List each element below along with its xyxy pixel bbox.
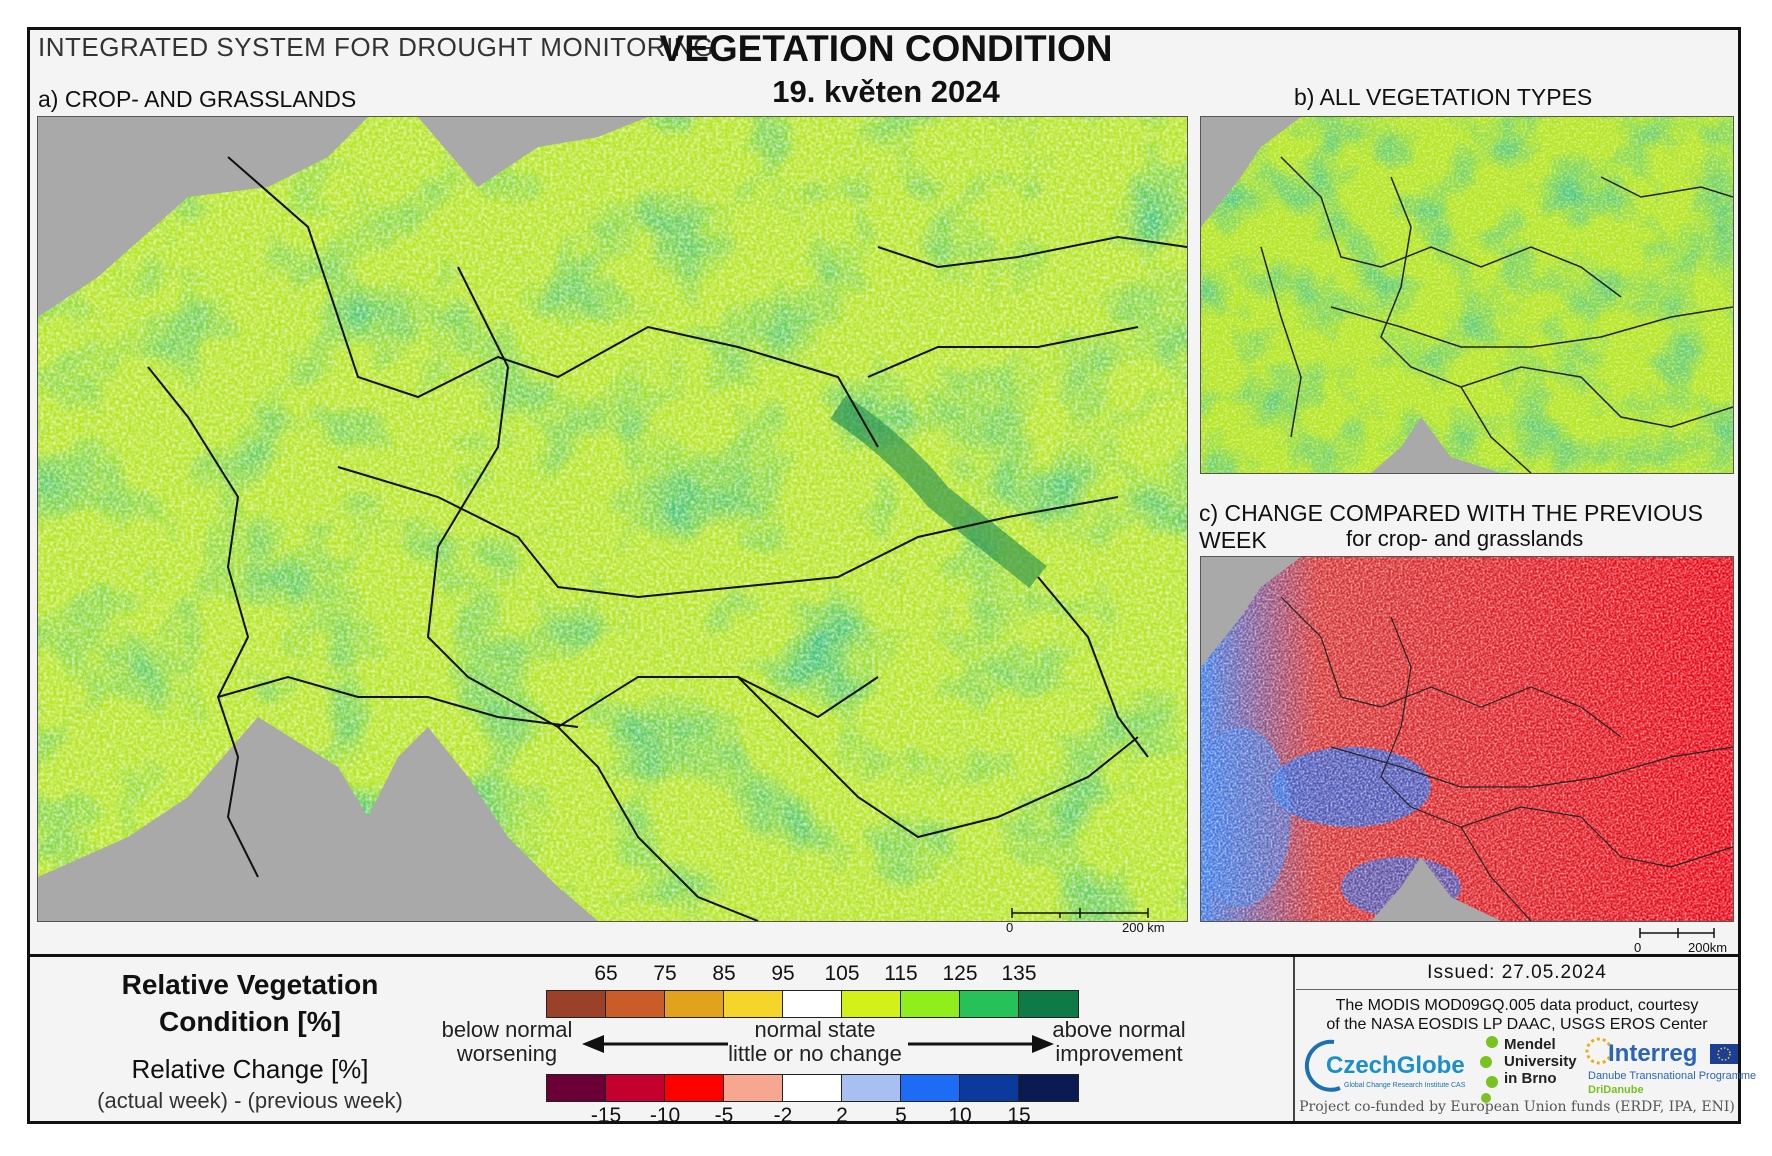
right-arrow-icon: [908, 1035, 1054, 1053]
issued-date: Issued: 27.05.2024: [1296, 957, 1738, 990]
rc-tick-label: -5: [714, 1104, 734, 1127]
rc-tick-label: 10: [948, 1104, 972, 1127]
rvc-title-line2: Condition [%]: [159, 1006, 341, 1037]
rvc-legend-title: Relative Vegetation Condition [%]: [90, 966, 410, 1040]
rc-swatch-6: [842, 1075, 901, 1101]
panel-c-sublabel: for crop- and grasslands: [1346, 526, 1584, 551]
above-line1: above normal: [1052, 1017, 1186, 1042]
rvc-tick-label: 95: [771, 962, 795, 985]
rc-tick-label: -10: [649, 1104, 681, 1127]
eu-flag-icon: [1710, 1044, 1738, 1064]
rvc-swatch-8: [960, 991, 1019, 1017]
scalebar-main-end: 200 km: [1122, 920, 1165, 935]
mendel-logo: Mendel University in Brno: [1478, 1034, 1588, 1104]
rvc-tick-label: 135: [1001, 962, 1037, 985]
rvc-swatch-6: [842, 991, 901, 1017]
normal-line1: normal state: [754, 1017, 876, 1042]
panel-c-svg: [1201, 557, 1733, 921]
czechglobe-subtitle: Global Change Research Institute CAS: [1344, 1082, 1466, 1089]
mendel-line3: in Brno: [1504, 1070, 1557, 1087]
below-line2: worsening: [456, 1041, 558, 1066]
rc-swatch-3: [665, 1075, 724, 1101]
rc-swatch-1: [547, 1075, 606, 1101]
rc-tick-label: 5: [895, 1104, 907, 1127]
map-title: VEGETATION CONDITION: [659, 28, 1113, 69]
credit-line1: The MODIS MOD09GQ.005 data product, cour…: [1335, 997, 1699, 1014]
normal-line2: little or no change: [728, 1041, 902, 1066]
rc-tick-label: -15: [590, 1104, 622, 1127]
rc-swatch-5: [783, 1075, 842, 1101]
below-line1: below normal: [441, 1017, 573, 1042]
rvc-swatch-1: [547, 991, 606, 1017]
rvc-tick-label: 115: [884, 962, 918, 985]
data-credit: The MODIS MOD09GQ.005 data product, cour…: [1296, 996, 1738, 1034]
panel-b-map: [1200, 116, 1734, 474]
rc-tick-label: -2: [773, 1104, 793, 1127]
rvc-tick-label: 105: [824, 962, 860, 985]
interreg-logo: Interreg Danube Transnational Programme …: [1584, 1036, 1756, 1102]
above-normal-text: above normal improvement: [1044, 1018, 1194, 1066]
rvc-swatch-7: [901, 991, 960, 1017]
mendel-line1: Mendel: [1504, 1036, 1556, 1053]
legend-vertical-separator: [1293, 957, 1295, 1121]
rc-tick-label: 2: [836, 1104, 848, 1127]
left-arrow-icon: [582, 1035, 728, 1053]
interreg-star-icon: [1585, 1037, 1613, 1065]
czechglobe-logo: CzechGlobe Global Change Research Instit…: [1304, 1038, 1472, 1094]
czechglobe-arc-icon: [1304, 1039, 1341, 1092]
system-title: INTEGRATED SYSTEM FOR DROUGHT MONITORING: [38, 32, 714, 62]
rc-swatch-9: [1019, 1075, 1078, 1101]
rvc-colorbar: [546, 990, 1079, 1018]
rc-swatch-8: [960, 1075, 1019, 1101]
rc-tick-label: 15: [1007, 1104, 1031, 1127]
below-normal-text: below normal worsening: [432, 1018, 582, 1066]
czechglobe-name: CzechGlobe: [1326, 1052, 1465, 1079]
rc-swatch-7: [901, 1075, 960, 1101]
scalebar-small-end: 200km: [1688, 940, 1728, 955]
panel-c-map: [1200, 556, 1734, 922]
panel-b-label: b) ALL VEGETATION TYPES: [1294, 84, 1593, 110]
legend-separator: [27, 954, 1741, 957]
rc-legend-subtitle: (actual week) - (previous week): [97, 1088, 403, 1113]
rvc-swatch-5: [783, 991, 842, 1017]
panel-b-svg: [1201, 117, 1733, 473]
rvc-tick-label: 75: [653, 962, 677, 985]
credit-line2: of the NASA EOSDIS LP DAAC, USGS EROS Ce…: [1326, 1016, 1708, 1033]
rc-colorbar: [546, 1074, 1079, 1102]
above-line2: improvement: [1055, 1041, 1183, 1066]
rvc-swatch-3: [665, 991, 724, 1017]
rc-swatch-2: [606, 1075, 665, 1101]
rc-legend-title: Relative Change [%]: [131, 1054, 369, 1084]
panel-a-map: [37, 116, 1188, 922]
dridanube-name: DriDanube: [1588, 1084, 1644, 1096]
interreg-name: Interreg: [1608, 1040, 1698, 1067]
rvc-tick-label: 85: [712, 962, 736, 985]
scalebar-main-start: 0: [1006, 920, 1014, 935]
panel-c-label: c) CHANGE COMPARED WITH THE PREVIOUS WEE…: [1199, 500, 1703, 553]
scalebar-small-start: 0: [1634, 940, 1642, 955]
rvc-swatch-2: [606, 991, 665, 1017]
rvc-swatch-9: [1019, 991, 1078, 1017]
map-date: 19. květen 2024: [772, 74, 1000, 109]
rvc-title-line1: Relative Vegetation: [121, 969, 379, 1000]
mendel-dots-icon: [1480, 1036, 1498, 1103]
cofunded-note: Project co-funded by European Union fund…: [1299, 1099, 1735, 1115]
rvc-tick-label: 125: [942, 962, 978, 985]
panel-a-label: a) CROP- AND GRASSLANDS: [38, 86, 357, 112]
normal-state-text: normal state little or no change: [720, 1018, 910, 1066]
rvc-swatch-4: [724, 991, 783, 1017]
panel-a-svg: [38, 117, 1187, 921]
interreg-subtitle: Danube Transnational Programme: [1588, 1070, 1757, 1082]
mendel-line2: University: [1504, 1053, 1577, 1070]
rvc-tick-label: 65: [594, 962, 618, 985]
rc-swatch-4: [724, 1075, 783, 1101]
